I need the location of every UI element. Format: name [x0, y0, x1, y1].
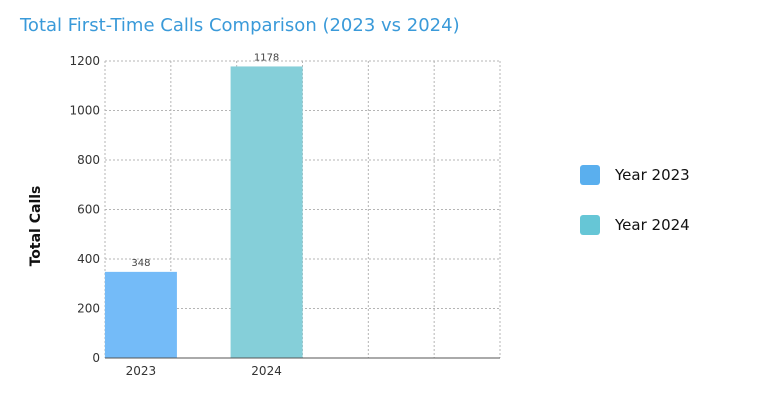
legend-swatch-2023: [580, 165, 600, 185]
x-tick-label-2023: 2023: [126, 364, 157, 378]
x-tick-label-2024: 2024: [251, 364, 282, 378]
legend-swatch-2024: [580, 215, 600, 235]
bar-2024: [230, 66, 303, 358]
y-tick-label: 800: [77, 153, 100, 167]
y-tick-label: 0: [92, 351, 100, 365]
legend-item-2024[interactable]: Year 2024: [580, 212, 690, 238]
y-tick-label: 200: [77, 302, 100, 316]
y-tick-label: 1000: [69, 104, 100, 118]
y-tick-label: 600: [77, 203, 100, 217]
data-label-2024: 1178: [254, 52, 279, 63]
legend-label-2024: Year 2024: [615, 216, 690, 234]
data-label-2023: 348: [131, 258, 150, 269]
bar-2023: [104, 271, 177, 358]
legend-label-2023: Year 2023: [615, 166, 690, 184]
legend: Year 2023 Year 2024: [580, 162, 690, 262]
y-tick-label: 1200: [69, 54, 100, 68]
chart-title: Total First-Time Calls Comparison (2023 …: [20, 15, 460, 36]
y-tick-label: 400: [77, 252, 100, 266]
legend-item-2023[interactable]: Year 2023: [580, 162, 690, 188]
